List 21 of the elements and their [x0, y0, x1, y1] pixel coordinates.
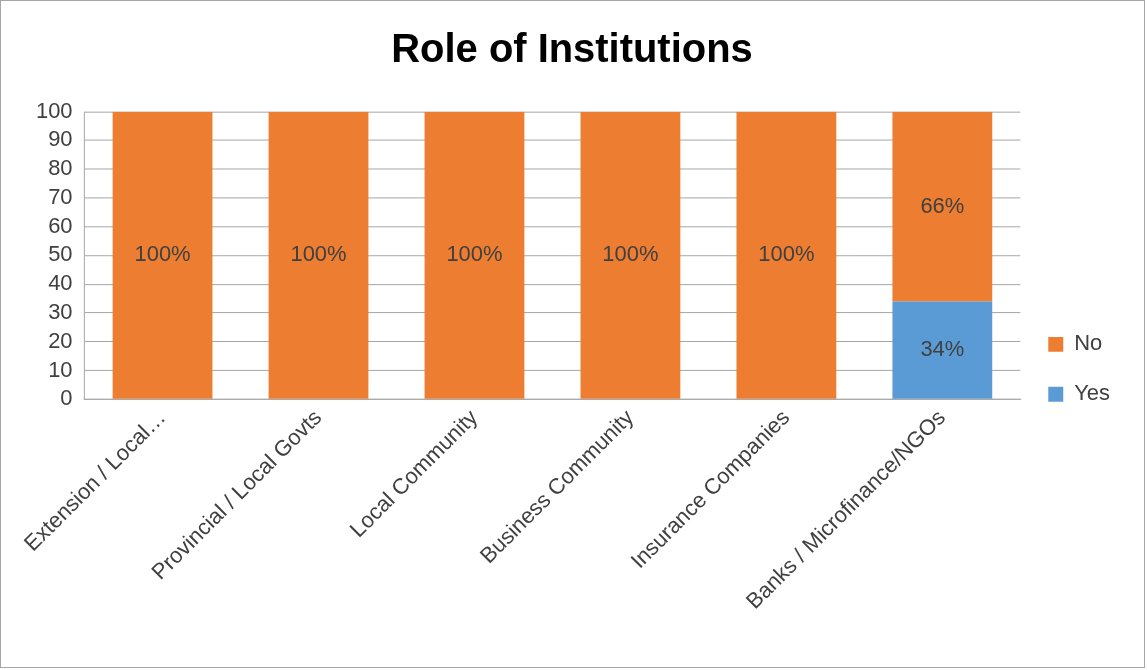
y-tick-label: 30 [48, 299, 73, 324]
data-label: 100% [602, 241, 659, 267]
legend-label: No [1074, 330, 1103, 356]
y-tick-label: 100 [35, 97, 73, 123]
data-label: 100% [758, 241, 815, 267]
data-label: 100% [446, 241, 503, 267]
y-tick-label: 50 [48, 241, 73, 267]
data-label: 100% [290, 241, 347, 267]
y-tick-label: 80 [48, 155, 73, 181]
y-tick-label: 70 [48, 183, 73, 209]
y-tick-label: 0 [60, 385, 73, 411]
data-label: 34% [920, 336, 965, 362]
y-tick-label: 20 [48, 327, 73, 353]
data-label: 66% [920, 192, 965, 218]
data-label: 100% [134, 241, 191, 267]
y-tick-label: 90 [48, 126, 73, 152]
y-tick-label: 10 [48, 356, 73, 382]
chart-title: Role of Institutions [391, 25, 753, 70]
y-tick-label: 60 [48, 212, 73, 238]
legend-label: Yes [1074, 380, 1111, 406]
y-tick-label: 40 [48, 270, 73, 296]
